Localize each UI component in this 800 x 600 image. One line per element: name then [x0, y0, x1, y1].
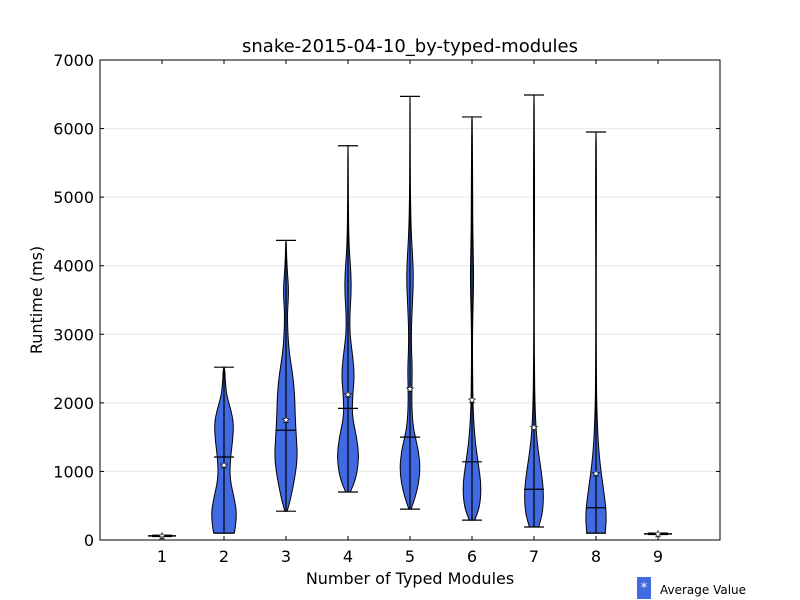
mean-marker	[343, 390, 353, 399]
x-axis-label: Number of Typed Modules	[306, 569, 514, 588]
violins	[148, 94, 672, 540]
violin-group	[399, 95, 421, 510]
y-tick-label: 2000	[53, 394, 94, 413]
y-tick-label: 4000	[53, 257, 94, 276]
y-tick-label: 3000	[53, 325, 94, 344]
violin-group	[148, 531, 176, 540]
x-tick-label: 6	[467, 547, 477, 566]
x-tick-label: 5	[405, 547, 415, 566]
mean-marker	[219, 460, 229, 469]
x-tick-label: 4	[343, 547, 353, 566]
y-tick-label: 6000	[53, 120, 94, 139]
violin-group	[585, 131, 607, 534]
y-tick-label: 7000	[53, 51, 94, 70]
legend-label: Average Value	[660, 583, 746, 597]
x-tick-label: 2	[219, 547, 229, 566]
y-tick-label: 1000	[53, 462, 94, 481]
mean-marker	[281, 415, 291, 424]
mean-marker	[591, 469, 601, 478]
x-tick-label: 7	[529, 547, 539, 566]
x-tick-label: 8	[591, 547, 601, 566]
violin-group	[211, 366, 237, 534]
mean-marker	[467, 395, 477, 404]
chart-title: snake-2015-04-10_by-typed-modules	[242, 36, 578, 57]
y-tick-label: 5000	[53, 188, 94, 207]
mean-marker	[653, 529, 663, 538]
x-tick-label: 1	[157, 547, 167, 566]
violin-group	[274, 239, 298, 512]
mean-marker	[529, 423, 539, 432]
y-axis-ticks: 0 1000 2000 3000 4000 5000 6000 7000	[53, 51, 720, 550]
legend: * Average Value	[637, 577, 746, 599]
mean-marker	[405, 384, 415, 393]
x-axis-ticks: 1 2 3 4 5 6 7 8 9	[157, 60, 663, 566]
y-tick-label: 0	[84, 531, 94, 550]
legend-swatch	[637, 577, 651, 599]
violin-group	[337, 145, 359, 493]
y-axis-label: Runtime (ms)	[27, 246, 46, 354]
violin-group	[524, 94, 544, 528]
x-tick-label: 9	[653, 547, 663, 566]
violin-group	[462, 116, 482, 521]
legend-marker: *	[641, 581, 648, 596]
x-tick-label: 3	[281, 547, 291, 566]
violin-group	[644, 529, 672, 538]
